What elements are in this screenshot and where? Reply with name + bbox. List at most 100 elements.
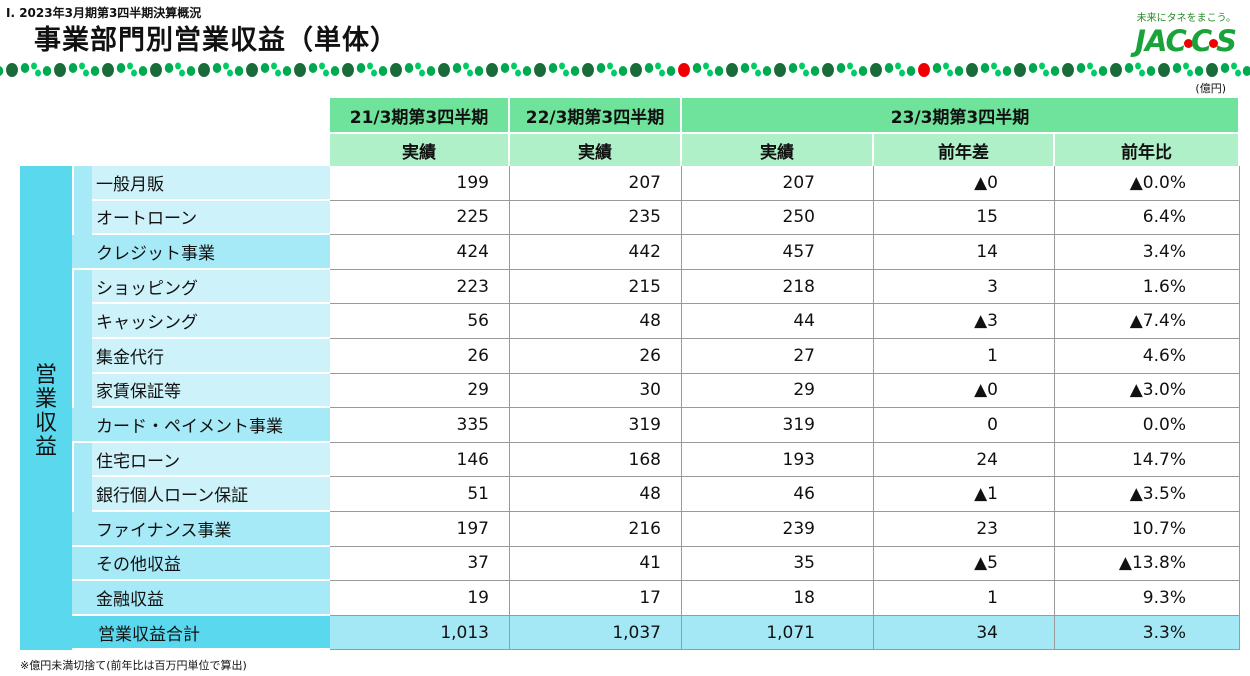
cell-actual-fy22: 442 xyxy=(510,235,682,270)
row-label: 集金代行 xyxy=(92,339,330,374)
cell-actual-fy22: 41 xyxy=(510,546,682,582)
cell-actual-fy21: 223 xyxy=(330,269,510,305)
company-tagline: 未来にタネをまこう。 xyxy=(1136,13,1236,24)
cell-actual-fy23: 457 xyxy=(682,235,874,270)
cell-actual-fy21: 146 xyxy=(330,442,510,478)
company-logo: JAC C S xyxy=(1135,24,1237,58)
cell-yoy-diff: 1 xyxy=(874,339,1055,374)
row-label: その他収益 xyxy=(72,546,330,582)
row-label: キャッシング xyxy=(92,304,330,339)
row-label: カード・ペイメント事業 xyxy=(72,408,330,443)
cell-actual-fy23: 239 xyxy=(682,512,874,547)
cell-actual-fy21: 37 xyxy=(330,546,510,582)
period-header-fy22: 22/3期第3四半期 xyxy=(510,98,682,132)
cell-yoy-ratio: 9.3% xyxy=(1055,581,1240,616)
cell-yoy-diff: ▲0 xyxy=(874,373,1055,409)
cell-actual-fy23: 193 xyxy=(682,442,874,478)
cell-actual-fy23: 44 xyxy=(682,304,874,339)
cell-yoy-ratio: 3.3% xyxy=(1055,615,1240,651)
column-header-yoy-diff: 前年差 xyxy=(874,132,1055,166)
cell-yoy-ratio: 0.0% xyxy=(1055,408,1240,443)
cell-yoy-ratio: 10.7% xyxy=(1055,512,1240,547)
cell-actual-fy21: 199 xyxy=(330,166,510,201)
unit-label: (億円) xyxy=(1195,82,1226,95)
cell-actual-fy22: 235 xyxy=(510,200,682,236)
cell-yoy-diff: 23 xyxy=(874,512,1055,547)
cell-yoy-ratio: 3.4% xyxy=(1055,235,1240,270)
column-header-actual-fy22: 実績 xyxy=(510,132,682,166)
cell-actual-fy23: 27 xyxy=(682,339,874,374)
cell-actual-fy23: 319 xyxy=(682,408,874,443)
page-title: 事業部門別営業収益（単体） xyxy=(34,25,398,56)
cell-actual-fy23: 207 xyxy=(682,166,874,201)
cell-yoy-diff: 14 xyxy=(874,235,1055,270)
cell-yoy-diff: 0 xyxy=(874,408,1055,443)
cell-actual-fy22: 30 xyxy=(510,373,682,409)
cell-actual-fy23: 29 xyxy=(682,373,874,409)
cell-yoy-ratio: ▲0.0% xyxy=(1055,166,1240,201)
cell-yoy-ratio: 6.4% xyxy=(1055,200,1240,236)
cell-actual-fy21: 197 xyxy=(330,512,510,547)
cell-yoy-diff: 34 xyxy=(874,615,1055,651)
row-label: 住宅ローン xyxy=(92,442,330,478)
cell-yoy-ratio: ▲3.5% xyxy=(1055,477,1240,512)
cell-yoy-diff: ▲0 xyxy=(874,166,1055,201)
row-label-total: 営業収益合計 xyxy=(72,615,330,651)
row-label: 家賃保証等 xyxy=(92,373,330,409)
row-label: クレジット事業 xyxy=(72,235,330,270)
cell-actual-fy22: 17 xyxy=(510,581,682,616)
cell-yoy-ratio: 14.7% xyxy=(1055,442,1240,478)
column-header-yoy-ratio: 前年比 xyxy=(1055,132,1240,166)
row-label: オートローン xyxy=(92,200,330,236)
decorative-dot-border xyxy=(0,62,1250,77)
period-header-fy21: 21/3期第3四半期 xyxy=(330,98,510,132)
cell-actual-fy22: 207 xyxy=(510,166,682,201)
cell-actual-fy21: 1,013 xyxy=(330,615,510,651)
cell-yoy-diff: ▲1 xyxy=(874,477,1055,512)
cell-yoy-ratio: ▲7.4% xyxy=(1055,304,1240,339)
cell-actual-fy21: 51 xyxy=(330,477,510,512)
cell-actual-fy21: 26 xyxy=(330,339,510,374)
cell-actual-fy22: 1,037 xyxy=(510,615,682,651)
cell-actual-fy21: 424 xyxy=(330,235,510,270)
cell-actual-fy23: 218 xyxy=(682,269,874,305)
section-label: Ⅰ. 2023年3月期第3四半期決算概況 xyxy=(6,6,202,20)
column-header-actual-fy23: 実績 xyxy=(682,132,874,166)
cell-yoy-ratio: ▲3.0% xyxy=(1055,373,1240,409)
cell-actual-fy22: 215 xyxy=(510,269,682,305)
cell-yoy-ratio: 4.6% xyxy=(1055,339,1240,374)
group-label-operating-revenue: 営業収益 xyxy=(34,363,57,460)
cell-actual-fy23: 1,071 xyxy=(682,615,874,651)
row-label: 銀行個人ローン保証 xyxy=(92,477,330,512)
group-column xyxy=(20,166,72,651)
cell-actual-fy22: 168 xyxy=(510,442,682,478)
cell-actual-fy23: 18 xyxy=(682,581,874,616)
cell-yoy-diff: ▲3 xyxy=(874,304,1055,339)
row-label: ショッピング xyxy=(92,269,330,305)
cell-actual-fy22: 319 xyxy=(510,408,682,443)
cell-actual-fy21: 56 xyxy=(330,304,510,339)
cell-actual-fy22: 48 xyxy=(510,304,682,339)
cell-actual-fy21: 225 xyxy=(330,200,510,236)
period-header-fy23: 23/3期第3四半期 xyxy=(682,98,1240,132)
column-header-actual-fy21: 実績 xyxy=(330,132,510,166)
cell-yoy-diff: 1 xyxy=(874,581,1055,616)
cell-yoy-diff: ▲5 xyxy=(874,546,1055,582)
cell-yoy-diff: 15 xyxy=(874,200,1055,236)
cell-actual-fy23: 46 xyxy=(682,477,874,512)
cell-yoy-diff: 3 xyxy=(874,269,1055,305)
cell-yoy-diff: 24 xyxy=(874,442,1055,478)
cell-actual-fy21: 335 xyxy=(330,408,510,443)
cell-yoy-ratio: ▲13.8% xyxy=(1055,546,1240,582)
cell-actual-fy22: 26 xyxy=(510,339,682,374)
cell-actual-fy22: 48 xyxy=(510,477,682,512)
cell-actual-fy21: 29 xyxy=(330,373,510,409)
cell-yoy-ratio: 1.6% xyxy=(1055,269,1240,305)
cell-actual-fy22: 216 xyxy=(510,512,682,547)
row-label: 金融収益 xyxy=(72,581,330,616)
cell-actual-fy23: 35 xyxy=(682,546,874,582)
cell-actual-fy23: 250 xyxy=(682,200,874,236)
cell-actual-fy21: 19 xyxy=(330,581,510,616)
footnote: ※億円未満切捨て(前年比は百万円単位で算出) xyxy=(20,659,247,672)
row-label: 一般月販 xyxy=(92,166,330,201)
